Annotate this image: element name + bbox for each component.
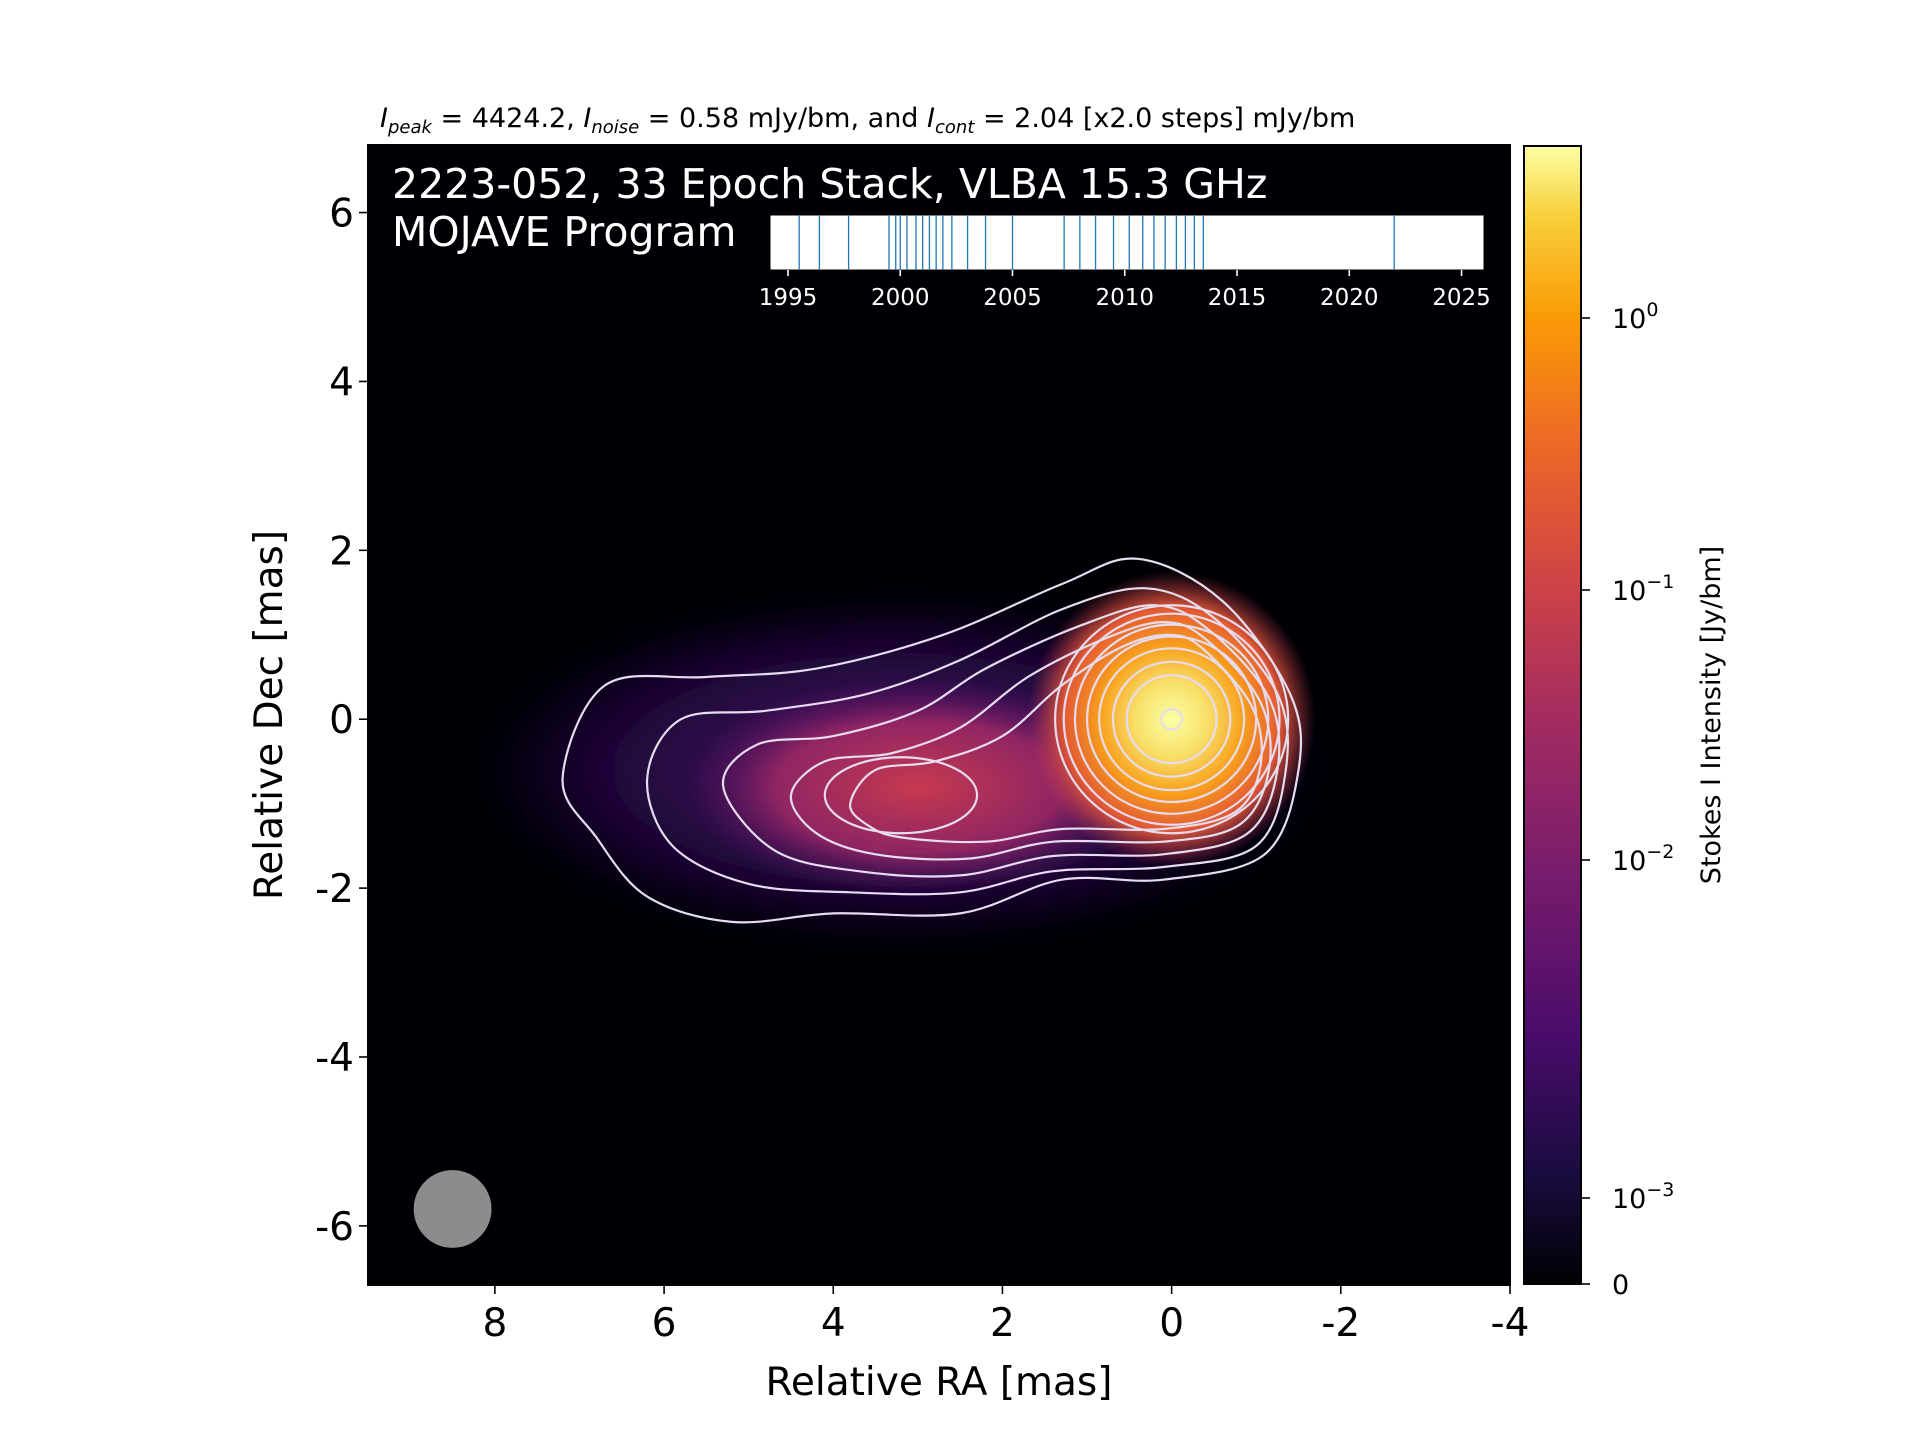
y-tick-label: 4 [329, 360, 354, 405]
y-axis: 6 4 2 0 -2 -4 -6 [315, 192, 368, 1250]
epoch-tick-label: 2015 [1208, 285, 1267, 311]
epoch-tick-label: 2000 [871, 285, 930, 311]
colorbar-tick-label: 10−2 [1612, 841, 1674, 877]
plot-subtitle: MOJAVE Program [392, 208, 736, 256]
beam-ellipse [413, 1170, 492, 1248]
plot-title: 2223-052, 33 Epoch Stack, VLBA 15.3 GHz [392, 160, 1267, 208]
contour-level [823, 756, 979, 835]
contour-level [1160, 707, 1184, 731]
epoch-tick-label: 2020 [1320, 285, 1379, 311]
colorbar-tick-label: 100 [1612, 299, 1658, 335]
contour-level [789, 620, 1272, 861]
image-panel [367, 144, 1511, 1286]
epoch-tick-label: 2010 [1095, 285, 1154, 311]
y-axis-label: Relative Dec [mas] [247, 530, 292, 900]
contour-level [1111, 660, 1232, 778]
x-tick-label: -2 [1321, 1301, 1360, 1346]
x-tick-label: 8 [482, 1301, 507, 1346]
header-stats: Ipeak = 4424.2, Inoise = 0.58 mJy/bm, an… [380, 103, 1355, 138]
y-tick-label: -2 [315, 867, 354, 912]
colorbar-tick-label: 10−1 [1612, 571, 1674, 607]
x-tick-label: 4 [821, 1301, 846, 1346]
contour-level [849, 633, 1263, 844]
epoch-tick-label: 2005 [983, 285, 1042, 311]
y-tick-label: -4 [315, 1036, 354, 1081]
y-tick-label: 6 [329, 192, 354, 237]
x-tick-label: 2 [990, 1301, 1015, 1346]
x-tick-label: 0 [1159, 1301, 1184, 1346]
contour-level [1073, 623, 1270, 815]
colorbar-tick-label: 10−3 [1612, 1179, 1674, 1215]
epoch-timeline-box [769, 214, 1485, 271]
epoch-tick-label: 1995 [759, 285, 818, 311]
x-axis: 8 6 4 2 0 -2 -4 [482, 1285, 1529, 1346]
contour-level [1098, 647, 1246, 792]
emission-map [461, 557, 1341, 948]
x-tick-label: -4 [1491, 1301, 1530, 1346]
contour-level [1054, 604, 1290, 835]
x-tick-label: 6 [652, 1301, 677, 1346]
contour-level [722, 604, 1281, 878]
x-axis-label: Relative RA [mas] [766, 1360, 1113, 1405]
colorbar: 100 10−1 10−2 10−3 0 Stokes I Intensity [Jy/… [1523, 145, 1727, 1301]
contour-set [561, 557, 1303, 924]
y-tick-label: 2 [329, 529, 354, 574]
epoch-tick-label: 2025 [1432, 285, 1491, 311]
plot-frame [367, 144, 1511, 1286]
contour-level [1085, 635, 1258, 804]
y-tick-label: -6 [315, 1205, 354, 1250]
contour-level [1125, 674, 1218, 765]
contour-level [561, 557, 1303, 924]
contour-level [1062, 612, 1281, 826]
colorbar-label: Stokes I Intensity [Jy/bm] [1696, 546, 1727, 884]
colorbar-gradient [1523, 145, 1582, 1285]
epoch-timeline: 1995 2000 2005 2010 2015 2020 2025 [759, 214, 1491, 311]
y-tick-label: 0 [329, 698, 354, 743]
colorbar-tick-label: 0 [1612, 1270, 1629, 1301]
